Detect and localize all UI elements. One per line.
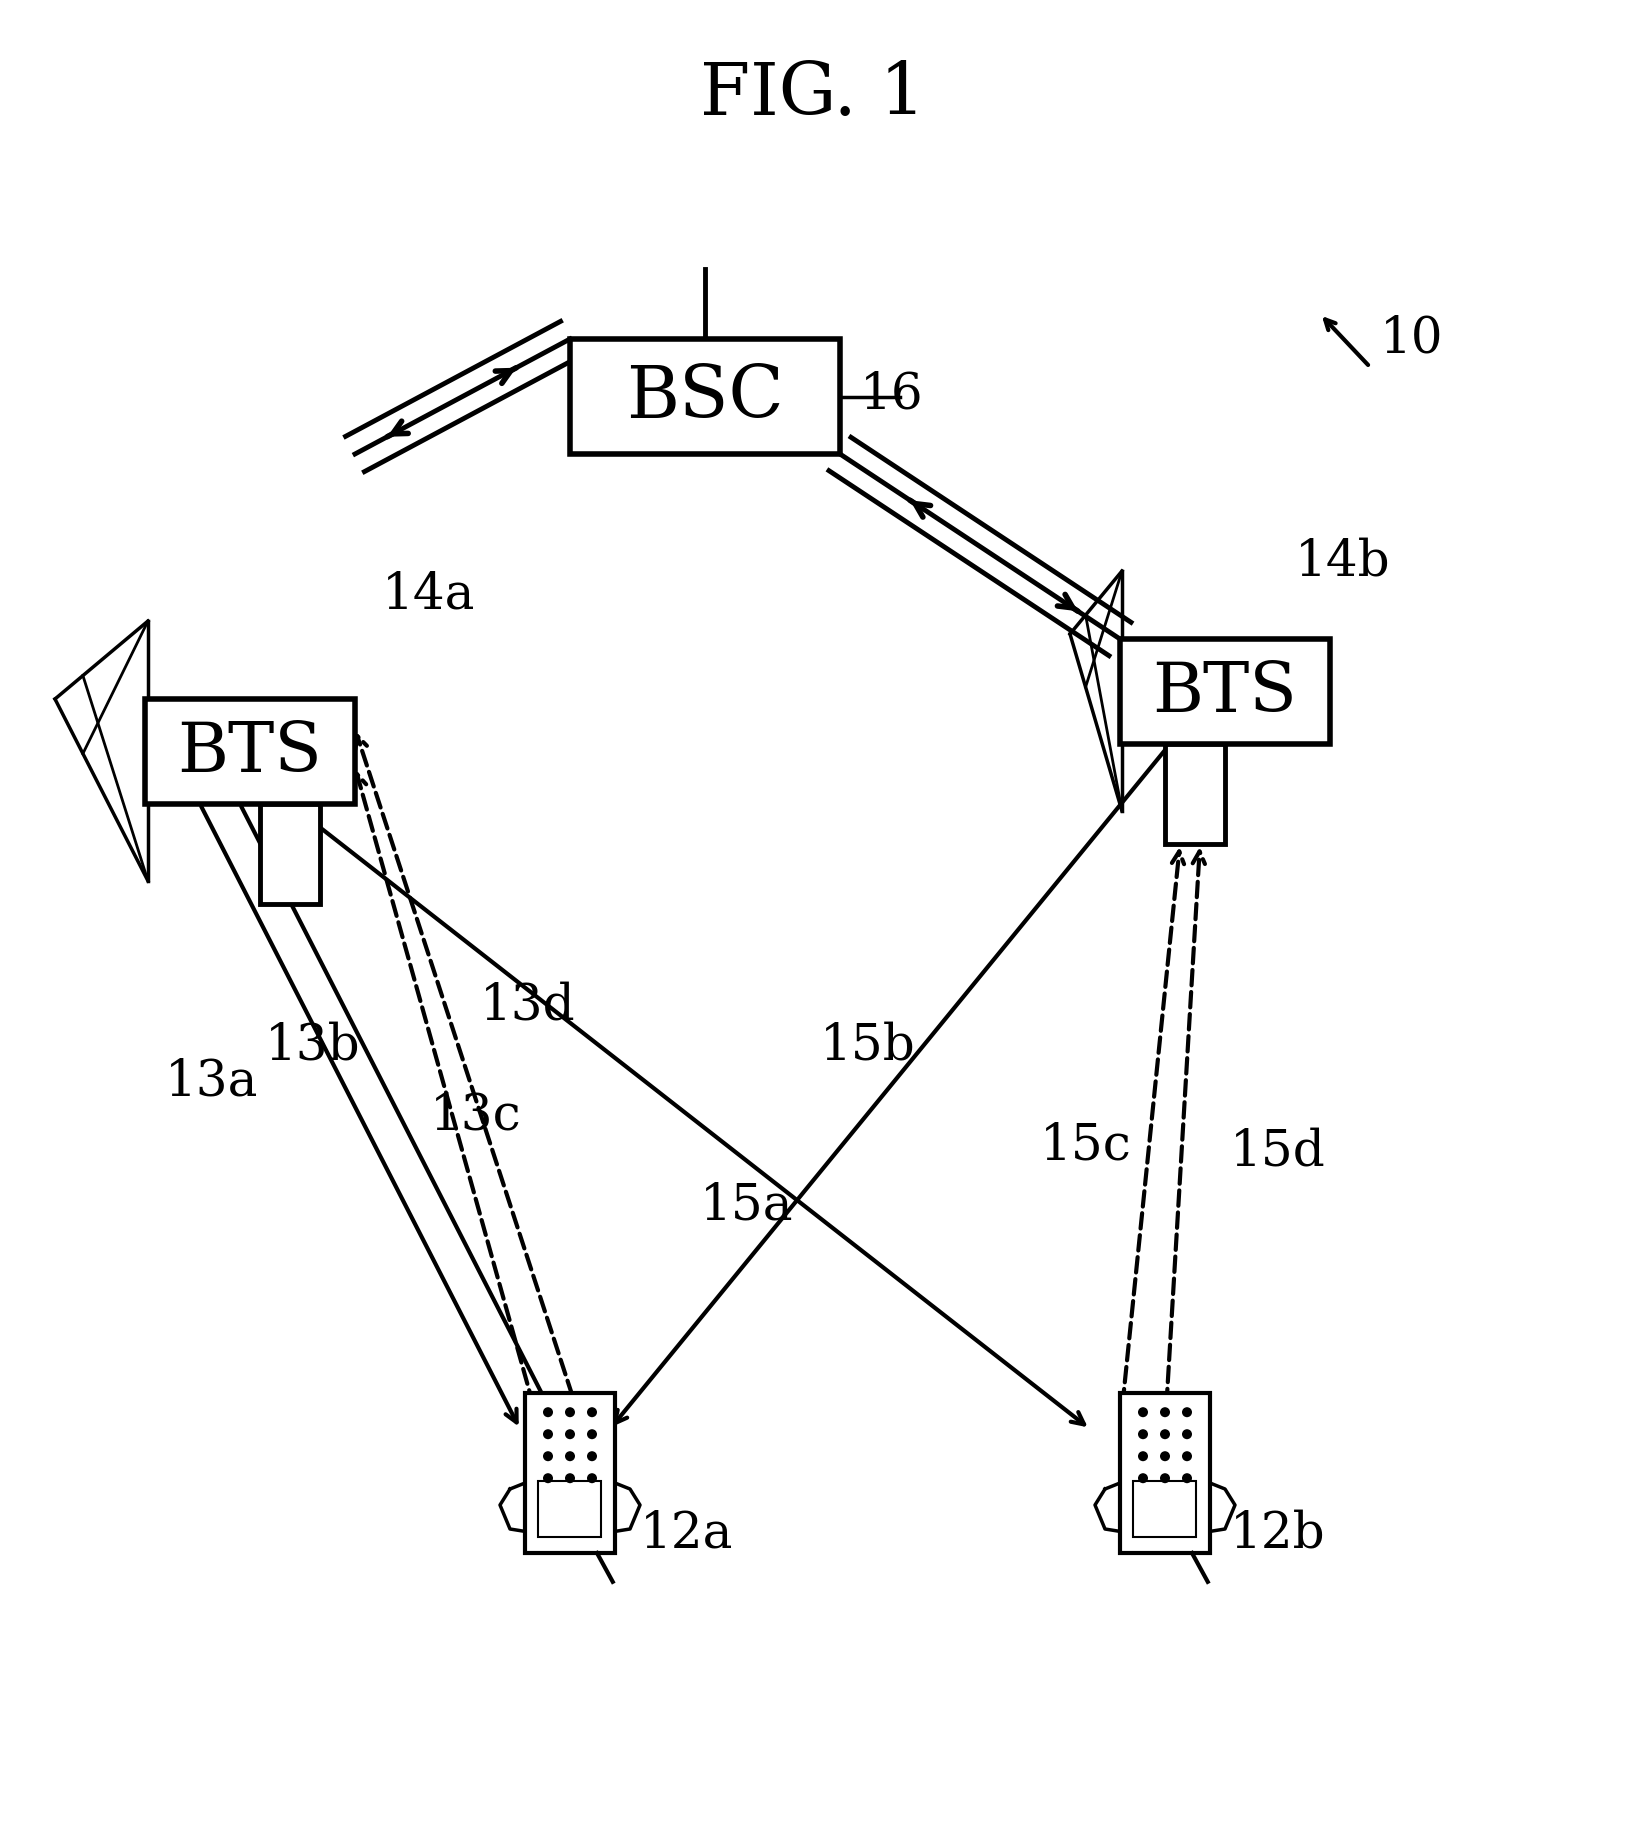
Bar	[526, 1393, 615, 1554]
Text: 15c: 15c	[1040, 1122, 1132, 1171]
Bar	[260, 805, 321, 904]
Circle shape	[1181, 1451, 1193, 1462]
Circle shape	[1160, 1429, 1170, 1440]
Circle shape	[1137, 1451, 1149, 1462]
Circle shape	[1137, 1407, 1149, 1418]
Circle shape	[587, 1407, 597, 1418]
Text: BTS: BTS	[1152, 659, 1297, 725]
Bar	[1134, 1480, 1196, 1537]
Circle shape	[587, 1473, 597, 1484]
Circle shape	[1181, 1473, 1193, 1484]
Bar	[539, 1480, 602, 1537]
Circle shape	[565, 1407, 574, 1418]
Text: BTS: BTS	[177, 719, 322, 785]
Circle shape	[565, 1473, 574, 1484]
Text: 13d: 13d	[480, 981, 576, 1030]
Circle shape	[1137, 1429, 1149, 1440]
Circle shape	[587, 1451, 597, 1462]
Circle shape	[543, 1451, 553, 1462]
Text: 10: 10	[1380, 313, 1443, 362]
Circle shape	[1181, 1429, 1193, 1440]
Text: 15d: 15d	[1230, 1125, 1326, 1175]
Text: 13a: 13a	[164, 1056, 259, 1105]
Text: 13c: 13c	[430, 1091, 522, 1140]
Text: BSC: BSC	[626, 362, 784, 432]
Text: 15a: 15a	[700, 1180, 794, 1230]
Circle shape	[1160, 1451, 1170, 1462]
Text: FIG. 1: FIG. 1	[700, 60, 926, 130]
Circle shape	[1137, 1473, 1149, 1484]
Circle shape	[543, 1429, 553, 1440]
Text: 13b: 13b	[265, 1021, 361, 1071]
Bar	[1119, 1393, 1210, 1554]
Bar	[1165, 745, 1225, 844]
Text: 12b: 12b	[1230, 1508, 1326, 1557]
Circle shape	[1181, 1407, 1193, 1418]
Circle shape	[587, 1429, 597, 1440]
Circle shape	[1160, 1407, 1170, 1418]
Circle shape	[565, 1429, 574, 1440]
Text: 14b: 14b	[1295, 536, 1391, 586]
Bar	[1119, 640, 1329, 745]
Circle shape	[543, 1407, 553, 1418]
Text: 14a: 14a	[382, 569, 475, 619]
Circle shape	[1160, 1473, 1170, 1484]
Bar	[145, 699, 355, 805]
Text: 12a: 12a	[639, 1508, 734, 1557]
Bar	[569, 340, 840, 454]
Text: 16: 16	[861, 370, 924, 419]
Text: 15b: 15b	[820, 1021, 916, 1071]
Circle shape	[543, 1473, 553, 1484]
Circle shape	[565, 1451, 574, 1462]
